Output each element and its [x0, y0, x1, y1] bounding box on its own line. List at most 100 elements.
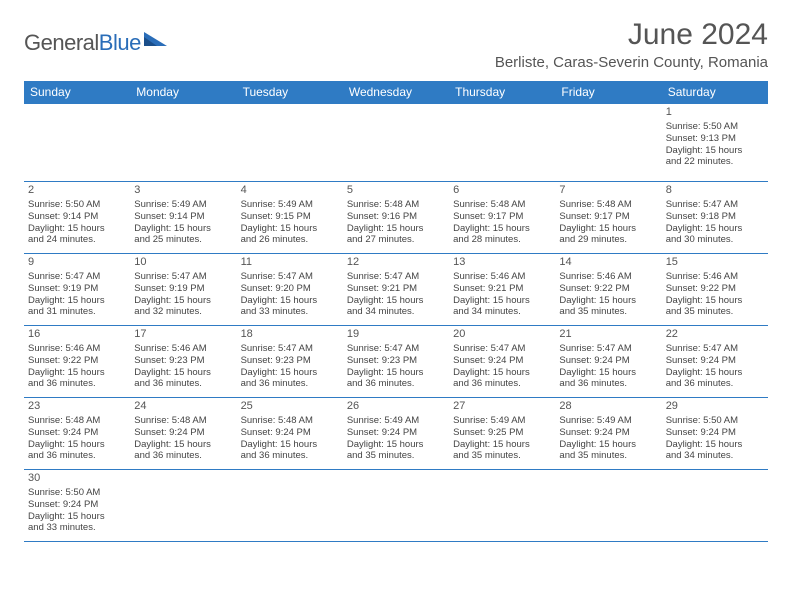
calendar-day-cell: 13Sunrise: 5:46 AMSunset: 9:21 PMDayligh… [449, 254, 555, 326]
calendar-week-row: 1Sunrise: 5:50 AMSunset: 9:13 PMDaylight… [24, 104, 768, 182]
daylight-text: and 30 minutes. [666, 234, 764, 246]
sunrise-text: Sunrise: 5:47 AM [134, 271, 232, 283]
daylight-text: and 26 minutes. [241, 234, 339, 246]
calendar-body: 1Sunrise: 5:50 AMSunset: 9:13 PMDaylight… [24, 104, 768, 542]
sunset-text: Sunset: 9:17 PM [453, 211, 551, 223]
logo-word1: General [24, 30, 99, 55]
daylight-text: Daylight: 15 hours [134, 367, 232, 379]
day-number: 24 [134, 400, 232, 414]
calendar-table: SundayMondayTuesdayWednesdayThursdayFrid… [24, 81, 768, 542]
sunset-text: Sunset: 9:22 PM [559, 283, 657, 295]
calendar-empty-cell [24, 104, 130, 182]
day-header: Sunday [24, 81, 130, 104]
day-number: 8 [666, 184, 764, 198]
daylight-text: and 36 minutes. [28, 378, 126, 390]
daylight-text: and 33 minutes. [28, 522, 126, 534]
day-number: 15 [666, 256, 764, 270]
daylight-text: and 33 minutes. [241, 306, 339, 318]
calendar-day-cell: 5Sunrise: 5:48 AMSunset: 9:16 PMDaylight… [343, 182, 449, 254]
daylight-text: Daylight: 15 hours [453, 439, 551, 451]
daylight-text: Daylight: 15 hours [28, 367, 126, 379]
daylight-text: and 36 minutes. [241, 450, 339, 462]
sunrise-text: Sunrise: 5:50 AM [666, 121, 764, 133]
sunrise-text: Sunrise: 5:47 AM [347, 343, 445, 355]
day-number: 12 [347, 256, 445, 270]
calendar-empty-cell [555, 470, 661, 542]
daylight-text: Daylight: 15 hours [453, 223, 551, 235]
sunrise-text: Sunrise: 5:48 AM [134, 415, 232, 427]
sunset-text: Sunset: 9:18 PM [666, 211, 764, 223]
calendar-day-cell: 21Sunrise: 5:47 AMSunset: 9:24 PMDayligh… [555, 326, 661, 398]
day-number: 18 [241, 328, 339, 342]
calendar-day-cell: 20Sunrise: 5:47 AMSunset: 9:24 PMDayligh… [449, 326, 555, 398]
daylight-text: Daylight: 15 hours [134, 223, 232, 235]
day-number: 29 [666, 400, 764, 414]
day-header: Tuesday [237, 81, 343, 104]
daylight-text: and 35 minutes. [347, 450, 445, 462]
daylight-text: Daylight: 15 hours [347, 295, 445, 307]
sunset-text: Sunset: 9:21 PM [347, 283, 445, 295]
sunrise-text: Sunrise: 5:48 AM [28, 415, 126, 427]
title-block: June 2024 Berliste, Caras-Severin County… [495, 18, 768, 75]
calendar-day-cell: 14Sunrise: 5:46 AMSunset: 9:22 PMDayligh… [555, 254, 661, 326]
day-number: 3 [134, 184, 232, 198]
sunset-text: Sunset: 9:24 PM [666, 427, 764, 439]
daylight-text: Daylight: 15 hours [28, 511, 126, 523]
month-title: June 2024 [495, 18, 768, 52]
sunrise-text: Sunrise: 5:47 AM [559, 343, 657, 355]
daylight-text: Daylight: 15 hours [666, 439, 764, 451]
daylight-text: Daylight: 15 hours [666, 223, 764, 235]
day-header: Friday [555, 81, 661, 104]
daylight-text: Daylight: 15 hours [559, 223, 657, 235]
calendar-day-cell: 18Sunrise: 5:47 AMSunset: 9:23 PMDayligh… [237, 326, 343, 398]
daylight-text: and 34 minutes. [453, 306, 551, 318]
daylight-text: and 24 minutes. [28, 234, 126, 246]
calendar-day-cell: 1Sunrise: 5:50 AMSunset: 9:13 PMDaylight… [662, 104, 768, 182]
calendar-day-cell: 28Sunrise: 5:49 AMSunset: 9:24 PMDayligh… [555, 398, 661, 470]
sunset-text: Sunset: 9:24 PM [347, 427, 445, 439]
sunset-text: Sunset: 9:24 PM [241, 427, 339, 439]
daylight-text: and 36 minutes. [241, 378, 339, 390]
calendar-empty-cell [237, 104, 343, 182]
sunset-text: Sunset: 9:24 PM [666, 355, 764, 367]
day-number: 21 [559, 328, 657, 342]
day-number: 28 [559, 400, 657, 414]
sunrise-text: Sunrise: 5:48 AM [559, 199, 657, 211]
sunset-text: Sunset: 9:15 PM [241, 211, 339, 223]
calendar-day-cell: 23Sunrise: 5:48 AMSunset: 9:24 PMDayligh… [24, 398, 130, 470]
day-number: 17 [134, 328, 232, 342]
day-number: 4 [241, 184, 339, 198]
day-number: 20 [453, 328, 551, 342]
sunrise-text: Sunrise: 5:47 AM [241, 343, 339, 355]
daylight-text: Daylight: 15 hours [666, 145, 764, 157]
calendar-day-cell: 11Sunrise: 5:47 AMSunset: 9:20 PMDayligh… [237, 254, 343, 326]
daylight-text: and 36 minutes. [347, 378, 445, 390]
calendar-day-cell: 17Sunrise: 5:46 AMSunset: 9:23 PMDayligh… [130, 326, 236, 398]
sunrise-text: Sunrise: 5:49 AM [134, 199, 232, 211]
daylight-text: Daylight: 15 hours [241, 439, 339, 451]
sunrise-text: Sunrise: 5:47 AM [666, 199, 764, 211]
calendar-header-row: SundayMondayTuesdayWednesdayThursdayFrid… [24, 81, 768, 104]
calendar-week-row: 2Sunrise: 5:50 AMSunset: 9:14 PMDaylight… [24, 182, 768, 254]
calendar-week-row: 30Sunrise: 5:50 AMSunset: 9:24 PMDayligh… [24, 470, 768, 542]
sunrise-text: Sunrise: 5:49 AM [241, 199, 339, 211]
day-number: 26 [347, 400, 445, 414]
calendar-empty-cell [662, 470, 768, 542]
daylight-text: and 35 minutes. [666, 306, 764, 318]
sunrise-text: Sunrise: 5:47 AM [28, 271, 126, 283]
calendar-week-row: 23Sunrise: 5:48 AMSunset: 9:24 PMDayligh… [24, 398, 768, 470]
day-header: Monday [130, 81, 236, 104]
sunrise-text: Sunrise: 5:50 AM [28, 487, 126, 499]
sunset-text: Sunset: 9:19 PM [28, 283, 126, 295]
daylight-text: Daylight: 15 hours [134, 439, 232, 451]
daylight-text: and 34 minutes. [666, 450, 764, 462]
sunset-text: Sunset: 9:16 PM [347, 211, 445, 223]
day-number: 1 [666, 106, 764, 120]
daylight-text: Daylight: 15 hours [347, 367, 445, 379]
day-number: 19 [347, 328, 445, 342]
daylight-text: and 32 minutes. [134, 306, 232, 318]
day-number: 22 [666, 328, 764, 342]
calendar-week-row: 9Sunrise: 5:47 AMSunset: 9:19 PMDaylight… [24, 254, 768, 326]
calendar-day-cell: 3Sunrise: 5:49 AMSunset: 9:14 PMDaylight… [130, 182, 236, 254]
sunrise-text: Sunrise: 5:47 AM [347, 271, 445, 283]
